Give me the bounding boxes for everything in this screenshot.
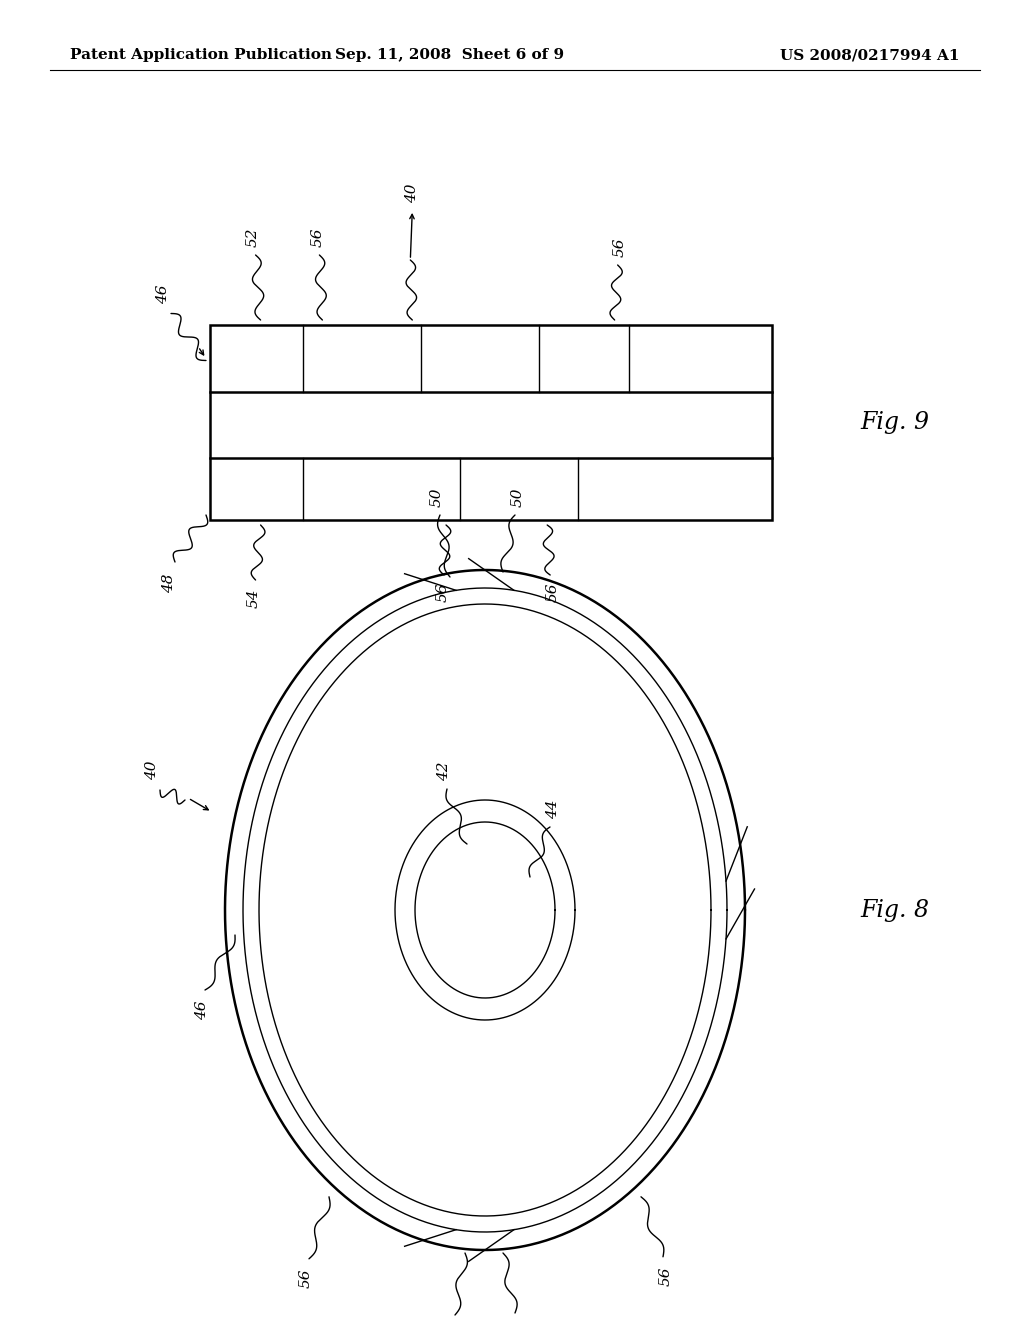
Text: 54: 54 [247,587,260,607]
Text: 56: 56 [310,227,325,247]
Text: 40: 40 [406,183,419,203]
Text: 56: 56 [659,1267,673,1286]
Text: 48: 48 [162,573,176,593]
Text: 50: 50 [430,487,444,507]
Text: US 2008/0217994 A1: US 2008/0217994 A1 [780,48,961,62]
Text: 46: 46 [156,284,170,304]
Text: 52: 52 [246,227,259,247]
Text: 44: 44 [546,800,560,818]
Text: 56: 56 [545,583,559,602]
Text: 56: 56 [436,583,450,602]
Bar [210,325,772,520]
Text: Fig. 9: Fig. 9 [860,411,929,434]
Text: 56: 56 [612,238,627,257]
Text: 40: 40 [145,760,159,780]
Text: 50: 50 [511,487,525,507]
Text: Sep. 11, 2008  Sheet 6 of 9: Sep. 11, 2008 Sheet 6 of 9 [336,48,564,62]
Text: 46: 46 [195,1001,209,1019]
Text: 42: 42 [437,762,451,781]
Text: 56: 56 [299,1269,313,1288]
Text: Fig. 8: Fig. 8 [860,899,929,921]
Text: Patent Application Publication: Patent Application Publication [70,48,332,62]
